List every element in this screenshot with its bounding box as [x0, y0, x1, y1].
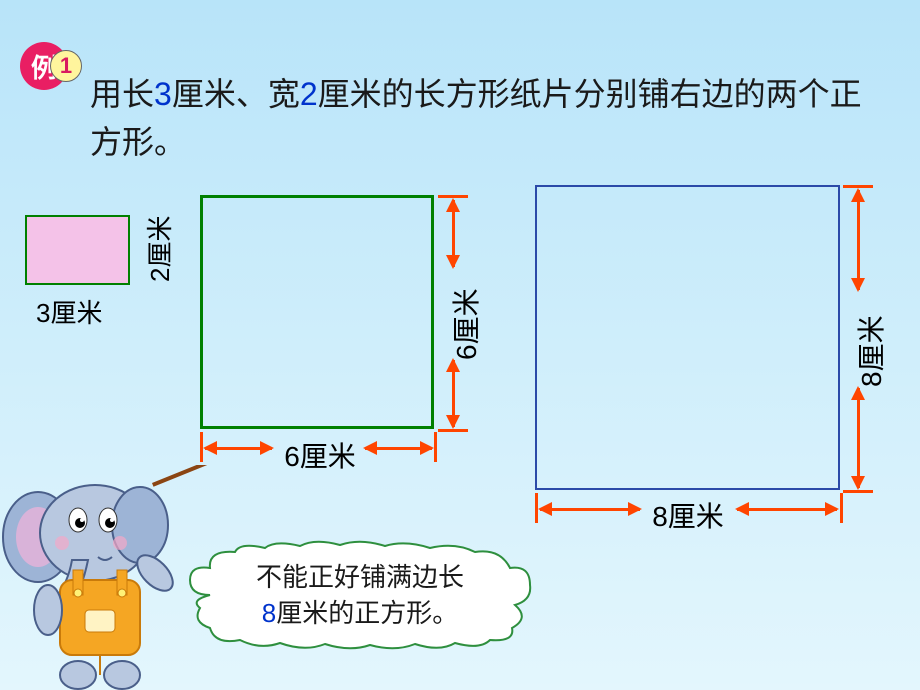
tile-rectangle: [25, 215, 130, 285]
example-number-badge: 1: [50, 50, 82, 82]
sq2-tick-right: [840, 493, 843, 523]
sq2-tick-bottom: [843, 490, 873, 493]
speech-line1: 不能正好铺满边长: [256, 562, 464, 592]
square-8cm: [535, 185, 840, 490]
sq1-h-arrow-left: [205, 447, 272, 450]
sq1-h-arrow-right: [365, 447, 432, 450]
square-6cm: [200, 195, 434, 429]
speech-text: 不能正好铺满边长 8厘米的正方形。: [256, 559, 464, 632]
q-length: 3: [154, 76, 172, 112]
speech-bubble: 不能正好铺满边长 8厘米的正方形。: [180, 540, 540, 650]
speech-line2: 厘米的正方形。: [276, 598, 458, 628]
sq2-height-label: 8厘米: [850, 297, 890, 387]
sq1-tick-right: [434, 432, 437, 462]
q-prefix: 用长: [90, 76, 154, 112]
sq1-v-arrow-bottom: [452, 360, 455, 427]
sq2-width-label: 8厘米: [643, 495, 733, 535]
q-mid1: 厘米、宽: [172, 76, 300, 112]
example-number: 1: [60, 53, 72, 79]
q-width: 2: [300, 76, 318, 112]
tile-width-label: 3厘米: [36, 293, 102, 330]
speech-num: 8: [262, 598, 276, 628]
sq2-h-arrow-left: [540, 508, 640, 511]
sq2-v-arrow-top: [857, 190, 860, 290]
sq2-v-arrow-bottom: [857, 388, 860, 488]
sq1-width-label: 6厘米: [275, 435, 365, 475]
sq1-v-arrow-top: [452, 200, 455, 267]
elephant-mascot: [0, 465, 215, 690]
question-text: 用长3厘米、宽2厘米的长方形纸片分别铺右边的两个正方形。: [90, 70, 890, 166]
sq2-h-arrow-right: [737, 508, 837, 511]
tile-height-label: 2厘米: [140, 216, 177, 282]
sq1-tick-bottom: [438, 429, 468, 432]
sq1-height-label: 6厘米: [445, 270, 485, 360]
